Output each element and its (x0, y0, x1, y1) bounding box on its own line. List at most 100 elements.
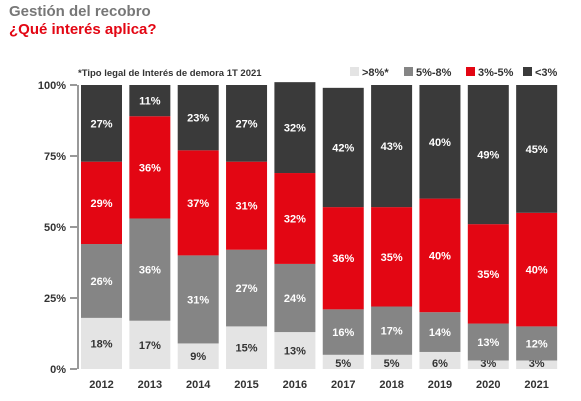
y-tick-label: 50% (44, 222, 66, 234)
bar-segment (371, 306, 413, 355)
bar-segment (226, 85, 268, 162)
y-tick-label: 25% (44, 293, 66, 305)
data-label: 27% (236, 283, 258, 295)
data-label: 43% (381, 141, 403, 153)
bar-segment (274, 173, 316, 264)
bar-segment (322, 309, 364, 355)
data-label: 42% (332, 142, 354, 154)
bar-segment (467, 360, 509, 369)
bar-segment (516, 360, 558, 369)
data-label: 32% (284, 123, 306, 135)
legend-swatch (523, 67, 532, 76)
bar-segment (81, 85, 122, 162)
data-label: 11% (139, 96, 161, 108)
legend-label: 5%-8% (416, 67, 452, 79)
data-label: 35% (381, 252, 403, 264)
bar-segment (274, 263, 316, 333)
data-label: 14% (429, 327, 451, 339)
data-label: 12% (526, 338, 548, 350)
data-label: 3% (529, 358, 545, 370)
bar-segment (274, 82, 316, 174)
data-label: 49% (477, 150, 499, 162)
data-label: 6% (432, 358, 448, 370)
bar-segment (467, 85, 509, 225)
x-tick-label: 2019 (428, 379, 452, 391)
bar-segment (226, 161, 268, 250)
x-tick-label: 2016 (283, 379, 307, 391)
x-tick-label: 2015 (234, 379, 258, 391)
x-tick-label: 2021 (524, 379, 548, 391)
data-label: 26% (90, 276, 112, 288)
chart-note: *Tipo legal de Interés de demora 1T 2021 (78, 68, 262, 79)
data-label: 15% (236, 343, 258, 355)
legend-label: >8%* (362, 67, 389, 79)
bar-segment (177, 150, 219, 256)
y-tick-label: 100% (38, 80, 66, 92)
data-label: 27% (236, 118, 258, 130)
data-label: 35% (477, 269, 499, 281)
data-label: 16% (332, 327, 354, 339)
data-label: 13% (477, 337, 499, 349)
bar-segment (129, 218, 171, 321)
data-label: 37% (187, 198, 209, 210)
data-label: 40% (429, 250, 451, 262)
data-label: 31% (236, 201, 258, 213)
bar-segment (177, 255, 219, 344)
bar-segment (419, 312, 461, 352)
bar-segment (274, 332, 316, 369)
bar-segment (371, 354, 413, 369)
data-label: 3% (480, 358, 496, 370)
data-label: 40% (429, 137, 451, 149)
legend-label: <3% (535, 67, 558, 79)
x-tick-label: 2020 (476, 379, 500, 391)
data-label: 31% (187, 294, 209, 306)
bar-segment (322, 354, 364, 369)
bar-segment (177, 343, 219, 369)
y-tick-label: 75% (44, 151, 66, 163)
data-label: 32% (284, 213, 306, 225)
bar-segment (419, 85, 461, 199)
chart-title: Gestión del recobro (9, 3, 151, 20)
x-tick-label: 2014 (186, 379, 211, 391)
data-label: 24% (284, 293, 306, 305)
chart-subtitle: ¿Qué interés aplica? (9, 21, 157, 38)
data-label: 36% (332, 253, 354, 265)
bar-segment (129, 116, 171, 219)
bar-segment (371, 85, 413, 208)
bar-segment (129, 85, 171, 117)
data-label: 27% (90, 118, 112, 130)
data-label: 36% (139, 265, 161, 277)
bar-segment (81, 161, 122, 245)
bar-segment (419, 351, 461, 369)
bar-segment (467, 224, 509, 324)
data-label: 45% (526, 144, 548, 156)
bar-segment (516, 212, 558, 327)
data-label: 36% (139, 162, 161, 174)
bar-segment (226, 249, 268, 327)
bar-segment (81, 317, 122, 369)
x-tick-label: 2012 (89, 379, 113, 391)
data-label: 5% (335, 358, 351, 370)
data-label: 9% (190, 351, 206, 363)
data-label: 29% (90, 198, 112, 210)
bar-segment (322, 207, 364, 310)
legend-label: 3%-5% (478, 67, 514, 79)
bar-segment (371, 207, 413, 307)
data-label: 17% (381, 326, 403, 338)
x-tick-label: 2018 (379, 379, 403, 391)
legend-swatch (404, 67, 413, 76)
data-label: 5% (384, 358, 400, 370)
x-tick-label: 2017 (331, 379, 355, 391)
legend-swatch (350, 67, 359, 76)
bar-segment (226, 326, 268, 369)
data-label: 13% (284, 346, 306, 358)
bar-segment (81, 244, 122, 318)
bar-segment (129, 320, 171, 369)
bar-segment (322, 87, 364, 208)
bar-segment (419, 198, 461, 313)
x-tick-label: 2013 (138, 379, 162, 391)
legend-swatch (466, 67, 475, 76)
bar-segment (177, 85, 219, 151)
bar-segment (516, 85, 558, 213)
